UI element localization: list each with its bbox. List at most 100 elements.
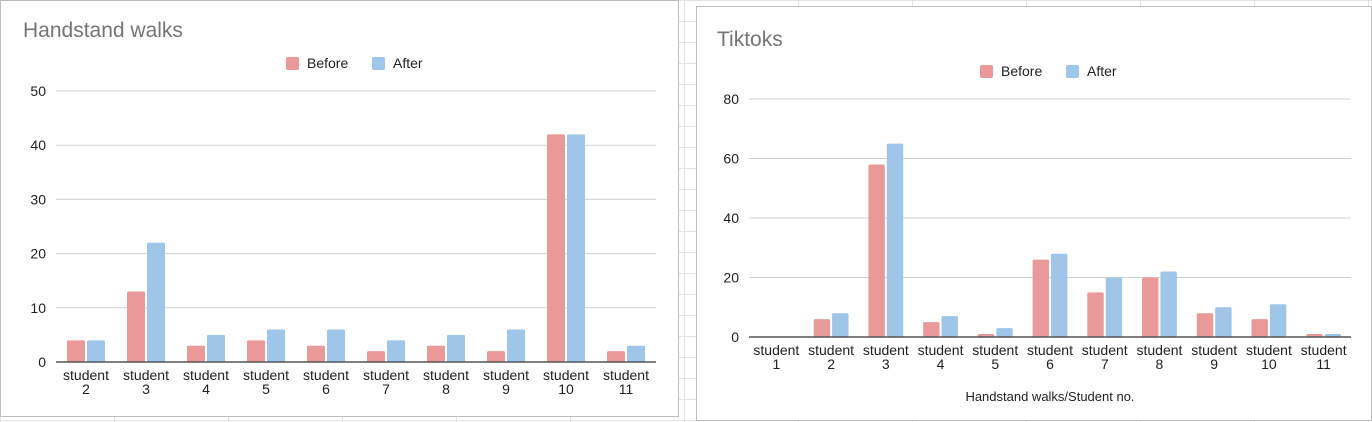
y-tick-label: 30 xyxy=(30,191,46,207)
x-tick-label: student xyxy=(753,342,799,358)
bar-before xyxy=(1196,313,1214,337)
bar-before xyxy=(607,351,625,362)
chart-tiktoks[interactable]: Tiktoks 0 20 40 60 80 student 1 student 2 student… xyxy=(696,6,1372,421)
y-tick-label: 40 xyxy=(30,137,46,153)
bar-before xyxy=(1251,319,1268,337)
legend-label: Before xyxy=(307,55,348,71)
x-tick-label: student xyxy=(243,367,289,383)
bar-after xyxy=(941,316,958,337)
x-tick-label: 5 xyxy=(262,381,270,397)
x-tick-label: 10 xyxy=(1261,356,1277,372)
bar-after xyxy=(267,329,285,362)
x-tick-label: student xyxy=(303,367,349,383)
x-tick-label: student xyxy=(63,367,109,383)
x-tick-label: 3 xyxy=(882,356,890,372)
bar-before xyxy=(307,345,325,362)
x-tick-label: student xyxy=(863,342,909,358)
bar-before xyxy=(487,351,505,362)
x-tick-label: 8 xyxy=(1156,356,1164,372)
x-tick-label: student xyxy=(423,367,469,383)
x-tick-label: 9 xyxy=(1210,356,1218,372)
bar-after xyxy=(567,134,585,362)
x-tick-label: student xyxy=(183,367,229,383)
x-tick-label: student xyxy=(972,342,1018,358)
bar-before xyxy=(1032,259,1049,337)
x-tick-label: 5 xyxy=(991,356,999,372)
x-tick-label: 10 xyxy=(558,381,574,397)
x-tick-label: 11 xyxy=(1316,356,1331,372)
y-tick-label: 20 xyxy=(723,270,739,286)
legend-swatch-after xyxy=(372,57,385,70)
x-tick-label: 9 xyxy=(502,381,510,397)
chart-title: Tiktoks xyxy=(717,28,783,51)
legend-swatch-after xyxy=(1066,65,1079,78)
bar-after xyxy=(1051,253,1068,337)
bar-before xyxy=(813,319,831,337)
legend-label: After xyxy=(1087,63,1117,79)
x-tick-label: 4 xyxy=(937,356,945,372)
bar-before xyxy=(1142,277,1159,337)
legend-label: Before xyxy=(1001,63,1042,79)
x-tick-label: student xyxy=(543,367,589,383)
x-tick-label: student xyxy=(603,367,649,383)
bar-after xyxy=(1160,271,1177,337)
x-tick-label: student xyxy=(1246,342,1292,358)
x-tick-label: 6 xyxy=(1046,356,1054,372)
legend-swatch-before xyxy=(980,65,993,78)
x-tick-label: student xyxy=(123,367,169,383)
bar-before xyxy=(868,164,885,337)
bar-before xyxy=(1087,292,1104,337)
bar-after xyxy=(507,329,525,362)
x-tick-label: student xyxy=(1136,342,1182,358)
x-tick-label: student xyxy=(1027,342,1073,358)
x-tick-label: 6 xyxy=(322,381,330,397)
x-tick-label: 8 xyxy=(442,381,450,397)
x-tick-label: 4 xyxy=(202,381,210,397)
bar-before xyxy=(127,291,145,362)
x-tick-label: 2 xyxy=(827,356,835,372)
y-tick-label: 50 xyxy=(30,83,46,99)
x-tick-label: 1 xyxy=(772,356,780,372)
y-tick-label: 60 xyxy=(723,151,739,167)
bar-before xyxy=(923,322,940,337)
chart-handstand-walks[interactable]: Handstand walks 0 10 20 30 40 50 student 2 stude… xyxy=(0,0,679,417)
bar-before xyxy=(67,340,85,362)
chart-svg: 020406080student1student2student3student… xyxy=(723,63,1351,404)
bar-after xyxy=(207,334,225,362)
y-tick-label: 20 xyxy=(30,246,46,262)
bar-after xyxy=(886,143,904,337)
x-tick-label: 2 xyxy=(82,381,90,397)
x-tick-label: student xyxy=(1191,342,1237,358)
legend-swatch-before xyxy=(286,57,299,70)
bar-after xyxy=(147,242,165,362)
x-tick-label: 11 xyxy=(619,381,634,397)
x-tick-label: student xyxy=(1301,342,1347,358)
bar-after xyxy=(832,313,849,337)
x-tick-label: 3 xyxy=(142,381,150,397)
y-tick-label: 10 xyxy=(30,300,46,316)
bar-after xyxy=(327,329,345,362)
legend-label: After xyxy=(393,55,423,71)
bar-before xyxy=(427,345,445,362)
x-axis-title: Handstand walks/Student no. xyxy=(965,389,1134,404)
bar-after xyxy=(996,328,1013,337)
chart-title: Handstand walks xyxy=(23,19,183,42)
x-tick-label: student xyxy=(363,367,409,383)
x-tick-label: 7 xyxy=(1101,356,1109,372)
x-tick-label: student xyxy=(1082,342,1128,358)
x-tick-label: student xyxy=(808,342,854,358)
y-tick-label: 80 xyxy=(723,91,739,107)
x-tick-label: student xyxy=(918,342,964,358)
bar-before xyxy=(367,351,385,362)
x-tick-label: student xyxy=(483,367,529,383)
x-tick-label: 7 xyxy=(382,381,390,397)
y-tick-label: 40 xyxy=(723,210,739,226)
bar-after xyxy=(1215,307,1232,337)
bar-after xyxy=(387,340,405,362)
bar-after xyxy=(1105,277,1123,337)
bar-before xyxy=(247,340,265,362)
bar-before xyxy=(187,345,205,362)
bar-before xyxy=(547,134,565,362)
y-tick-label: 0 xyxy=(38,354,46,370)
bar-after xyxy=(87,340,105,362)
